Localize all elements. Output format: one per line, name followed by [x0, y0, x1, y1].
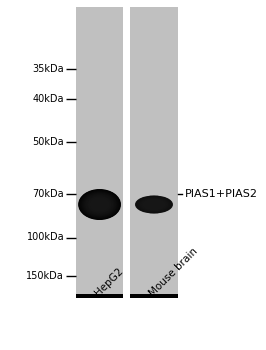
Ellipse shape [138, 197, 170, 212]
Text: 40kDa: 40kDa [33, 93, 64, 104]
Ellipse shape [143, 199, 165, 210]
Ellipse shape [147, 201, 161, 208]
Ellipse shape [144, 200, 164, 209]
Ellipse shape [140, 198, 168, 211]
Text: 100kDa: 100kDa [26, 232, 64, 243]
Ellipse shape [145, 200, 163, 209]
Ellipse shape [81, 191, 118, 217]
Text: 50kDa: 50kDa [32, 137, 64, 147]
Ellipse shape [95, 202, 104, 208]
Ellipse shape [88, 196, 111, 213]
Ellipse shape [95, 201, 104, 208]
Ellipse shape [89, 197, 110, 212]
Ellipse shape [138, 197, 170, 212]
Ellipse shape [136, 196, 172, 213]
Ellipse shape [149, 202, 159, 207]
Ellipse shape [94, 201, 105, 209]
Ellipse shape [144, 200, 164, 209]
Ellipse shape [81, 191, 118, 218]
Ellipse shape [84, 194, 115, 216]
Ellipse shape [147, 201, 161, 208]
Bar [130, 7, 178, 295]
Ellipse shape [85, 194, 115, 215]
Ellipse shape [88, 196, 111, 213]
Text: 70kDa: 70kDa [32, 189, 64, 199]
Ellipse shape [93, 200, 106, 209]
Ellipse shape [139, 198, 169, 211]
Ellipse shape [82, 192, 117, 217]
Ellipse shape [136, 196, 172, 213]
Ellipse shape [92, 199, 107, 210]
Ellipse shape [142, 199, 166, 210]
Ellipse shape [141, 198, 167, 211]
Ellipse shape [94, 201, 105, 208]
Ellipse shape [148, 202, 160, 207]
Ellipse shape [87, 195, 113, 214]
Ellipse shape [140, 198, 168, 211]
Ellipse shape [80, 190, 119, 218]
Ellipse shape [141, 199, 167, 210]
Text: 35kDa: 35kDa [32, 64, 64, 74]
Ellipse shape [139, 198, 169, 211]
Ellipse shape [142, 199, 166, 210]
Ellipse shape [83, 193, 116, 216]
Ellipse shape [82, 193, 117, 217]
Ellipse shape [91, 198, 108, 211]
Ellipse shape [143, 200, 165, 209]
Ellipse shape [79, 190, 120, 219]
Ellipse shape [143, 199, 165, 210]
Ellipse shape [145, 201, 163, 209]
Ellipse shape [86, 195, 113, 214]
Ellipse shape [86, 195, 114, 215]
Ellipse shape [85, 194, 114, 215]
Ellipse shape [137, 197, 171, 212]
Ellipse shape [91, 198, 108, 210]
Bar [76, 294, 123, 298]
Text: HepG2: HepG2 [93, 266, 125, 298]
Ellipse shape [146, 201, 162, 208]
Ellipse shape [138, 197, 171, 212]
Ellipse shape [148, 202, 160, 208]
Ellipse shape [136, 197, 171, 212]
Ellipse shape [84, 193, 116, 216]
Bar [130, 294, 178, 298]
Ellipse shape [148, 202, 160, 207]
Ellipse shape [79, 190, 120, 219]
Ellipse shape [80, 191, 119, 218]
Text: Mouse brain: Mouse brain [147, 246, 199, 298]
Ellipse shape [90, 197, 109, 211]
Ellipse shape [89, 197, 110, 212]
Text: 150kDa: 150kDa [26, 271, 64, 281]
Text: PIAS1+PIAS2: PIAS1+PIAS2 [185, 189, 258, 199]
Ellipse shape [87, 196, 112, 213]
Ellipse shape [146, 201, 162, 208]
Ellipse shape [93, 200, 106, 209]
Ellipse shape [92, 199, 107, 210]
Ellipse shape [90, 198, 109, 211]
Bar [76, 7, 123, 295]
